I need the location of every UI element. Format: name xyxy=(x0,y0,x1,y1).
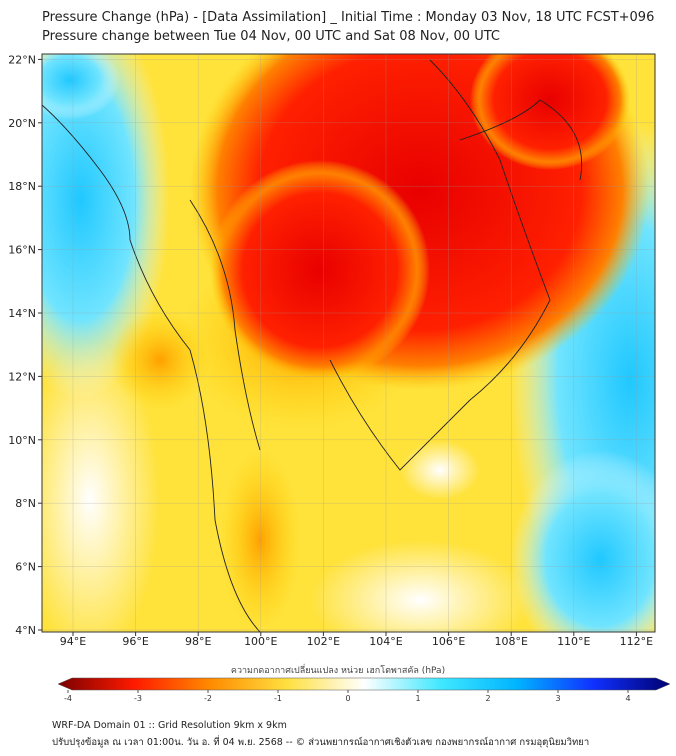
lat-label: 6°N xyxy=(15,561,36,574)
lat-label: 14°N xyxy=(8,307,36,320)
lat-label: 16°N xyxy=(8,244,36,257)
colorbar-tick-label: -3 xyxy=(134,694,142,703)
lon-label: 108°E xyxy=(494,635,527,648)
colorbar-tick-label: -2 xyxy=(204,694,212,703)
lat-label: 8°N xyxy=(15,497,36,510)
colorbar-tick-label: 2 xyxy=(485,694,490,703)
lon-label: 94°E xyxy=(60,635,86,648)
colorbar-tick-label: 0 xyxy=(345,694,350,703)
footer-update-info: ปรับปรุงข้อมูล ณ เวลา 01:00น. วัน อ. ที่… xyxy=(52,737,590,748)
colorbar-tick-label: 4 xyxy=(625,694,630,703)
lon-label: 100°E xyxy=(244,635,277,648)
lat-label: 4°N xyxy=(15,624,36,637)
colorbar-title: ความกดอากาศเปลี่ยนแปลง หน่วย เฮกโตพาสคัล… xyxy=(230,666,446,676)
colorbar-tick-label: -1 xyxy=(274,694,282,703)
lon-label: 102°E xyxy=(307,635,340,648)
chart-title: Pressure Change (hPa) - [Data Assimilati… xyxy=(42,10,655,25)
lon-label: 96°E xyxy=(122,635,148,648)
lat-label: 18°N xyxy=(8,180,36,193)
colorbar-tick-label: 1 xyxy=(415,694,420,703)
lon-label: 98°E xyxy=(185,635,211,648)
lat-label: 20°N xyxy=(8,117,36,130)
lon-label: 104°E xyxy=(369,635,402,648)
lon-label: 106°E xyxy=(432,635,465,648)
lat-label: 22°N xyxy=(8,53,36,66)
colorbar-tick-label: 3 xyxy=(555,694,560,703)
lon-label: 110°E xyxy=(557,635,590,648)
pressure-field xyxy=(42,54,655,632)
colorbar: -4 -3 -2 -1 0 1 2 3 4 xyxy=(57,677,671,703)
lat-label: 12°N xyxy=(8,370,36,383)
lat-label: 10°N xyxy=(8,434,36,447)
chart-subtitle: Pressure change between Tue 04 Nov, 00 U… xyxy=(42,29,500,44)
map-frame xyxy=(41,53,656,633)
colorbar-tick-label: -4 xyxy=(64,694,72,703)
coastline xyxy=(42,59,583,632)
footer-model-info: WRF-DA Domain 01 :: Grid Resolution 9km … xyxy=(52,720,287,731)
lon-label: 112°E xyxy=(620,635,653,648)
